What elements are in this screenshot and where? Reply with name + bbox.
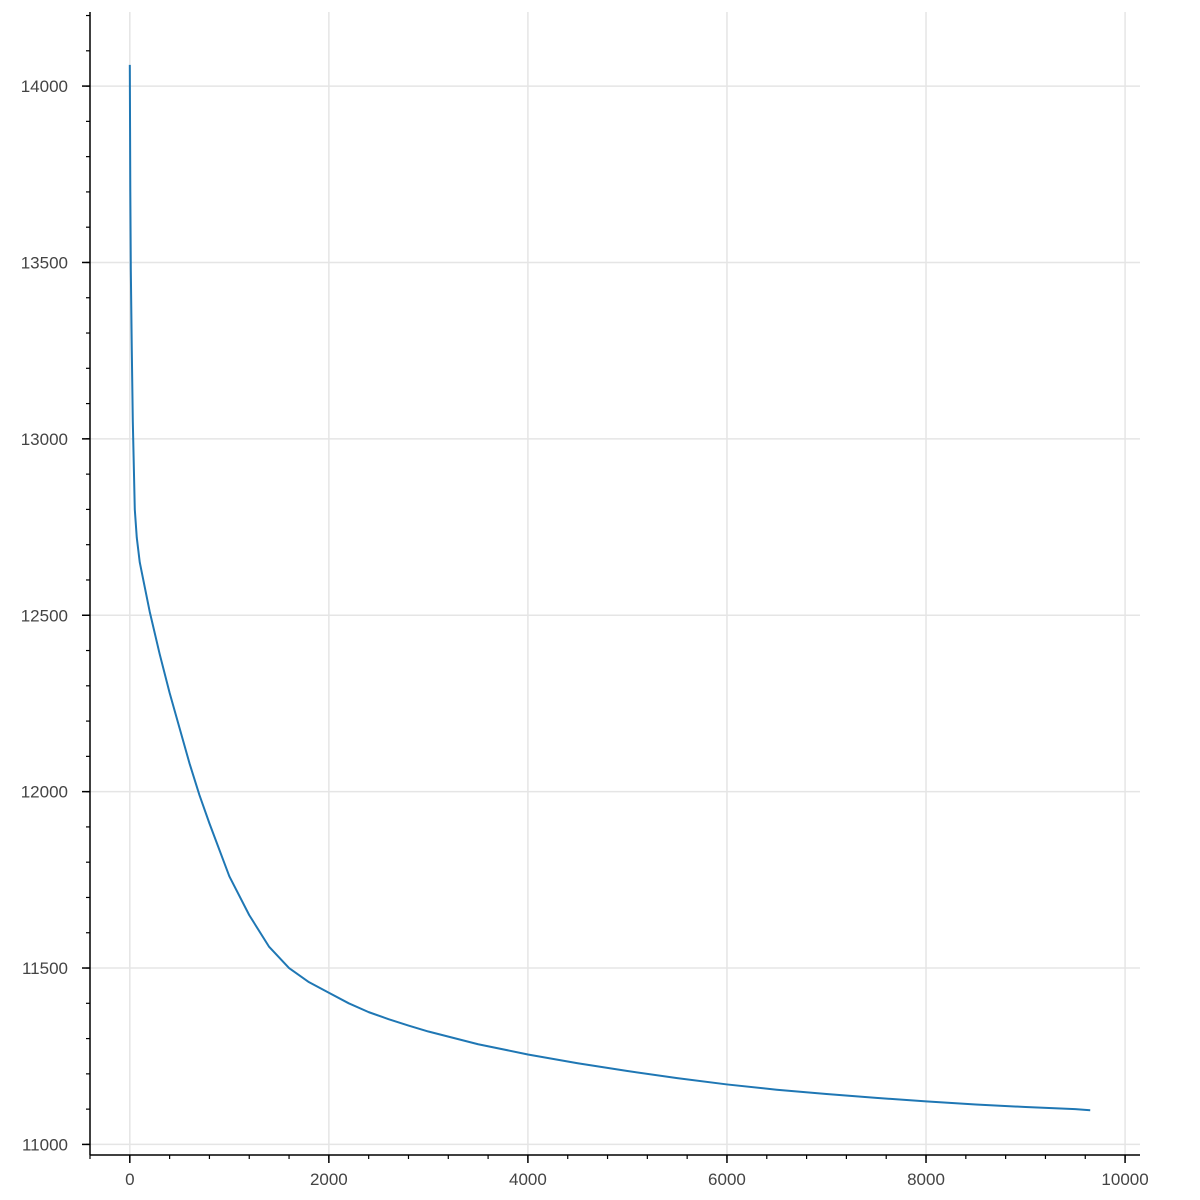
- x-tick-label: 10000: [1101, 1170, 1148, 1189]
- y-tick-label: 12500: [21, 606, 68, 625]
- y-tick-label: 13000: [21, 430, 68, 449]
- x-tick-label: 2000: [310, 1170, 348, 1189]
- y-tick-label: 14000: [21, 77, 68, 96]
- y-tick-label: 12000: [21, 783, 68, 802]
- x-tick-label: 4000: [509, 1170, 547, 1189]
- x-tick-label: 8000: [907, 1170, 945, 1189]
- axis-ticks: [82, 14, 1126, 1163]
- y-tick-label: 11000: [22, 1135, 68, 1154]
- tick-labels: 0 2000 4000 6000 8000 10000 11000 11500 12000 125…: [21, 77, 1149, 1189]
- series-line: [128, 64, 1091, 1112]
- grid-lines: [90, 12, 1140, 1155]
- axes: [89, 12, 1140, 1156]
- plot-area: [128, 64, 1091, 1112]
- y-tick-label: 11500: [22, 959, 68, 978]
- x-tick-label: 6000: [708, 1170, 746, 1189]
- y-tick-label: 13500: [21, 253, 68, 272]
- x-tick-label: 0: [125, 1170, 134, 1189]
